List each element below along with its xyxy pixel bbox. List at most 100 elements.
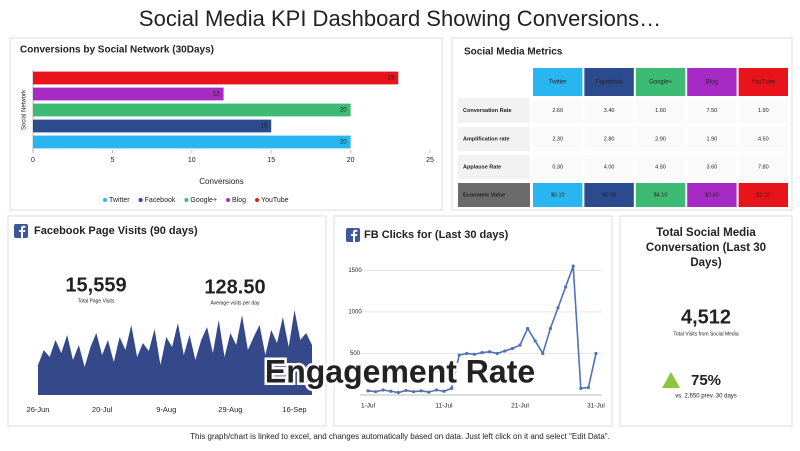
x-tick-label: 11-Jul <box>435 403 453 410</box>
bar <box>33 119 272 133</box>
table-cell <box>584 98 634 123</box>
data-label: 12 <box>213 92 220 98</box>
point <box>495 351 499 356</box>
table-cell-text: $0.30 <box>602 192 616 198</box>
point <box>579 386 583 390</box>
point <box>533 339 537 343</box>
table-cell <box>584 127 634 151</box>
table-cell-text: 0.30 <box>552 164 563 170</box>
point <box>389 389 393 393</box>
x-tick-label: 29-Aug <box>218 405 242 414</box>
column-header-label: Google+ <box>649 80 672 86</box>
overlay-caption: Engagement Rate <box>265 353 535 389</box>
table-cell <box>584 183 634 207</box>
table-cell-text: 4.50 <box>655 164 666 170</box>
column-header-label: YouTube <box>752 80 776 86</box>
table-cell <box>635 183 686 207</box>
point <box>503 349 507 353</box>
kpi-change: 75% <box>691 372 721 389</box>
kpi-value: 128.50 <box>204 276 265 298</box>
point <box>450 386 454 390</box>
page-title: Social Media KPI Dashboard Showing Conve… <box>139 6 661 31</box>
chart-layer: 0 5 10 15 20 25 20 15 20 12 23 Conversions Social Ne… <box>22 68 788 414</box>
table-cell-text: 4.00 <box>604 164 615 170</box>
table-cell <box>687 98 737 123</box>
x-tick-label: 16-Sep <box>282 405 306 414</box>
table-cell-text: $0.60 <box>705 192 719 198</box>
point <box>396 390 400 395</box>
x-tick-label: 20 <box>347 157 355 164</box>
conversation-title: Total Social Media Conversation (Last 30… <box>645 227 767 269</box>
point <box>366 389 370 393</box>
point <box>419 389 423 393</box>
table-cell-text: 1.90 <box>707 136 718 142</box>
table-cell <box>687 155 737 179</box>
x-tick-label: 21-Jul <box>511 403 529 410</box>
table-cell <box>738 127 788 151</box>
area <box>38 310 312 395</box>
table-cell-text: 2.90 <box>655 136 666 142</box>
row-header <box>458 183 530 207</box>
point <box>541 351 545 356</box>
data-label: 20 <box>340 140 347 146</box>
kpi-value: 15,559 <box>65 274 126 296</box>
point <box>564 285 568 289</box>
legend-label: Blog <box>232 197 246 204</box>
row-header <box>458 155 530 179</box>
point <box>594 351 598 356</box>
legend-label: Google+ <box>190 197 217 204</box>
panel-title: Facebook Page Visits (90 days) <box>34 225 198 237</box>
table-cell-text: 1.60 <box>655 108 666 114</box>
legend-swatch <box>103 198 107 202</box>
row-header-label: Conversation Rate <box>463 108 512 114</box>
table-cell-text: $2.10 <box>756 192 770 198</box>
y-tick-label: 1500 <box>348 268 362 274</box>
y-axis-label: Social Network <box>22 89 28 130</box>
row-header-label: Amplification rate <box>463 136 509 142</box>
data-label: 23 <box>388 76 395 82</box>
panel-title: Conversions by Social Network (30Days) <box>20 45 214 56</box>
table-cell <box>584 155 634 179</box>
table-cell-text: 2.60 <box>552 108 563 114</box>
table-cell-text: 2.80 <box>604 136 615 142</box>
kpi-label: Total Visits from Social Media <box>673 331 738 337</box>
data-label: 15 <box>261 124 268 130</box>
point <box>488 350 492 354</box>
table-cell-text: 3.60 <box>707 164 718 170</box>
table-cell <box>533 183 583 207</box>
column-header <box>687 68 737 96</box>
point <box>571 264 575 268</box>
point <box>526 326 530 331</box>
table-cell-text: 7.80 <box>758 164 769 170</box>
conversation-title-box: Total Social Media Conversation (Last 30… <box>645 227 767 269</box>
column-header-label: Twitter <box>549 80 567 86</box>
column-header-label: Facebook <box>596 80 623 86</box>
table-cell <box>687 183 737 207</box>
point <box>457 353 461 357</box>
point <box>374 390 378 394</box>
kpi-label: Total Page Visits <box>78 298 115 304</box>
legend-swatch <box>184 198 189 202</box>
point <box>556 306 560 310</box>
table-cell-text: 1.90 <box>758 108 769 114</box>
x-tick-label: 1-Jul <box>361 403 376 410</box>
column-header <box>738 68 788 96</box>
point <box>586 385 591 390</box>
x-tick-label: 26-Jun <box>27 405 50 414</box>
table-cell <box>738 183 788 207</box>
row-header-label: Applause Rate <box>463 164 501 170</box>
column-header <box>533 68 583 96</box>
column-header-label: Blog <box>706 80 718 86</box>
x-tick-label: 0 <box>31 157 35 164</box>
point <box>480 351 484 355</box>
bar <box>33 87 224 101</box>
facebook-icon <box>14 224 28 238</box>
x-tick-label: 31-Jul <box>587 403 605 410</box>
point <box>465 351 469 356</box>
table-cell <box>687 127 737 151</box>
x-tick-label: 5 <box>110 157 114 164</box>
legend-label: Twitter <box>109 197 130 204</box>
table-cell <box>635 127 686 151</box>
row-header-label: Economic Value <box>463 192 505 198</box>
